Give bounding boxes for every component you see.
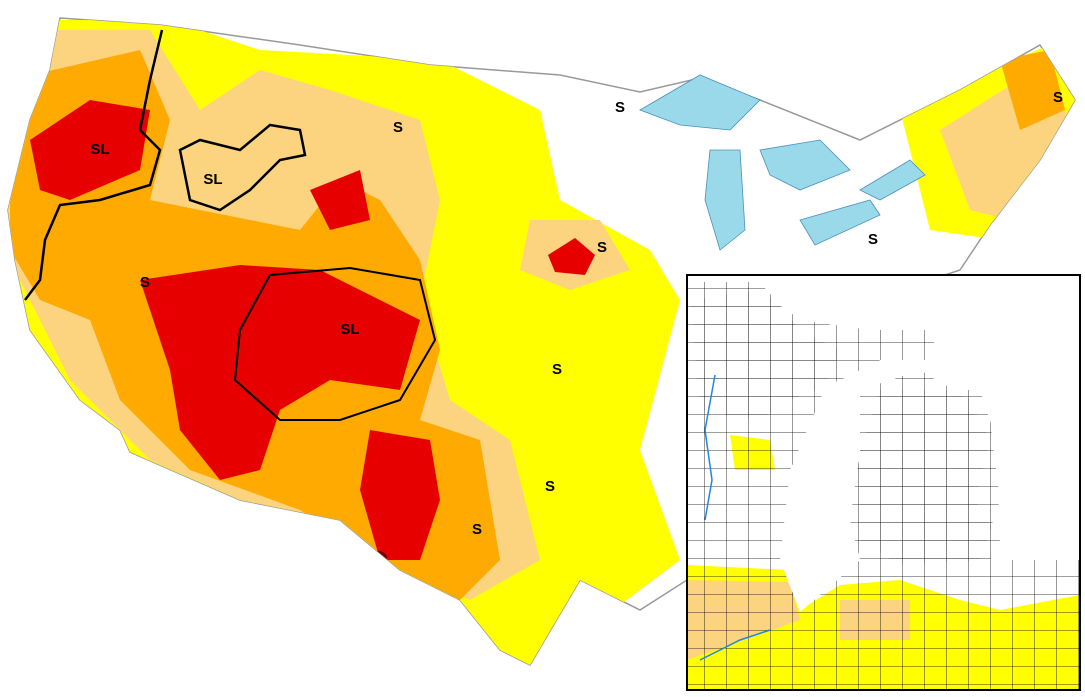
extreme-drought — [30, 100, 150, 200]
inset-lower-peninsula — [860, 370, 1000, 565]
lake-michigan — [704, 149, 746, 251]
extreme-drought — [140, 265, 420, 480]
inset-lake — [690, 275, 1080, 612]
impact-label: S — [1053, 89, 1063, 106]
impact-label: S — [868, 231, 878, 248]
drought-areas — [8, 20, 1075, 665]
lake-erie — [799, 199, 881, 246]
impact-label: S — [140, 274, 150, 291]
lake-ontario — [859, 159, 926, 201]
impact-label: S — [393, 119, 403, 136]
impact-label: SL — [340, 321, 359, 338]
exceptional-drought — [369, 551, 387, 565]
impact-boundary — [178, 123, 307, 212]
lake-huron — [759, 139, 851, 191]
inset-upper-peninsula — [690, 290, 940, 420]
inset-river — [704, 374, 716, 521]
lake-superior — [639, 74, 761, 131]
impact-label: S — [472, 521, 482, 538]
extreme-drought — [310, 170, 370, 230]
impact-label: S — [545, 478, 555, 495]
severe-drought — [1000, 50, 1065, 130]
inset-frame — [686, 274, 1081, 691]
impact-label: S — [597, 239, 607, 256]
impact-label: S — [615, 99, 625, 116]
extreme-drought — [360, 430, 440, 560]
great-lakes — [639, 74, 926, 251]
impact-boundary — [233, 266, 437, 421]
impact-boundary — [24, 29, 164, 301]
extreme-drought — [548, 238, 595, 275]
impact-label: SL — [203, 171, 222, 188]
conus: SL SL S S S S S S SL S S S — [7, 17, 1076, 666]
michigan-inset — [686, 274, 1081, 691]
impact-label: S — [552, 361, 562, 378]
impact-label: SL — [90, 141, 109, 158]
inset-river — [699, 629, 771, 661]
